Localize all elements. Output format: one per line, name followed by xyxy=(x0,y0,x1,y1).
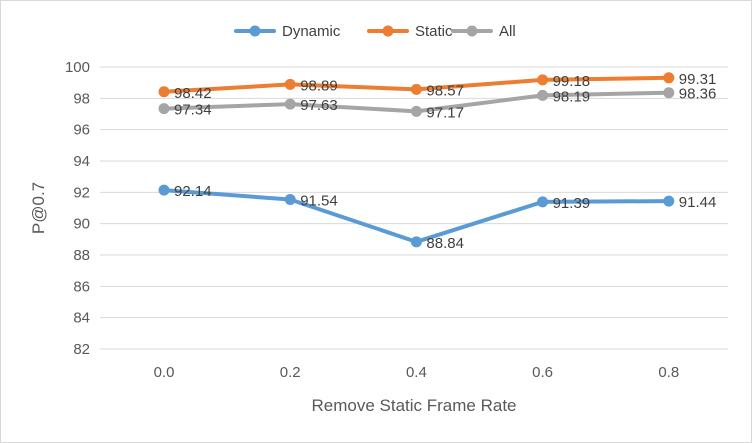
data-label-dynamic: 91.39 xyxy=(553,195,591,212)
x-tick-label: 0.0 xyxy=(154,364,175,381)
data-label-static: 98.42 xyxy=(174,85,212,102)
data-label-all: 97.63 xyxy=(300,97,338,114)
data-label-static: 99.18 xyxy=(553,73,591,90)
data-point-static xyxy=(158,86,170,98)
legend-marker-all xyxy=(466,25,478,37)
data-label-all: 98.36 xyxy=(679,86,717,103)
legend-marker-static xyxy=(382,25,394,37)
data-point-all xyxy=(537,89,549,101)
data-point-all xyxy=(284,98,296,110)
data-label-all: 97.34 xyxy=(174,102,212,119)
x-tick-label: 0.2 xyxy=(280,364,301,381)
data-point-dynamic xyxy=(663,195,675,207)
data-label-dynamic: 92.14 xyxy=(174,183,212,200)
data-point-static xyxy=(284,78,296,90)
data-point-static xyxy=(663,72,675,84)
y-tick-label: 96 xyxy=(73,122,90,139)
data-label-static: 99.31 xyxy=(679,71,717,88)
data-point-dynamic xyxy=(284,194,296,206)
legend-label-all: All xyxy=(499,23,516,40)
data-point-all xyxy=(410,105,422,117)
data-point-all xyxy=(158,103,170,115)
y-tick-label: 98 xyxy=(73,90,90,107)
x-tick-label: 0.4 xyxy=(406,364,427,381)
data-label-all: 98.19 xyxy=(553,88,591,105)
data-point-dynamic xyxy=(410,236,422,248)
data-point-static xyxy=(410,83,422,95)
y-tick-label: 82 xyxy=(73,341,90,358)
data-point-static xyxy=(537,74,549,86)
data-point-dynamic xyxy=(537,196,549,208)
y-tick-label: 100 xyxy=(65,59,90,76)
legend-label-dynamic: Dynamic xyxy=(282,23,341,40)
y-tick-label: 94 xyxy=(73,153,90,170)
data-point-all xyxy=(663,87,675,99)
legend-label-static: Static xyxy=(415,23,453,40)
y-tick-label: 86 xyxy=(73,278,90,295)
y-tick-label: 90 xyxy=(73,216,90,233)
data-label-all: 97.17 xyxy=(426,104,464,121)
legend-marker-dynamic xyxy=(249,25,261,37)
x-tick-label: 0.8 xyxy=(658,364,679,381)
y-axis-title: P@0.7 xyxy=(29,182,48,234)
y-tick-label: 92 xyxy=(73,184,90,201)
data-label-dynamic: 88.84 xyxy=(426,235,464,252)
x-axis-title: Remove Static Frame Rate xyxy=(311,396,516,415)
series-line-dynamic xyxy=(162,188,671,244)
x-tick-label: 0.6 xyxy=(532,364,553,381)
data-label-dynamic: 91.44 xyxy=(679,194,717,211)
y-tick-label: 88 xyxy=(73,247,90,264)
data-point-dynamic xyxy=(158,184,170,196)
y-tick-label: 84 xyxy=(73,310,90,327)
data-label-dynamic: 91.54 xyxy=(300,193,338,210)
data-label-static: 98.89 xyxy=(300,77,338,94)
data-label-static: 98.57 xyxy=(426,82,464,99)
